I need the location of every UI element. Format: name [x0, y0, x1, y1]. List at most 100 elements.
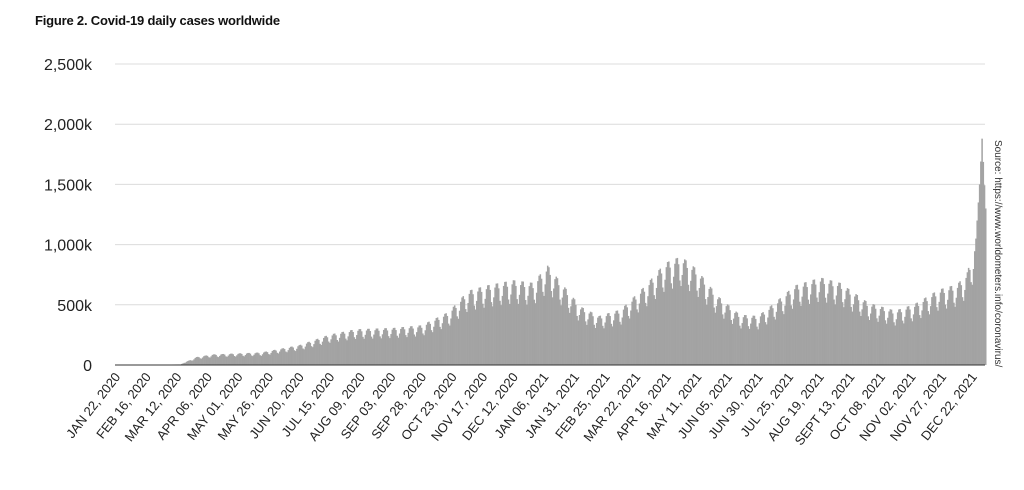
bars: [116, 138, 987, 365]
bar: [915, 303, 917, 365]
bar: [242, 355, 244, 365]
bar: [745, 315, 747, 365]
bar: [494, 287, 496, 365]
bar: [665, 267, 668, 365]
bar: [876, 318, 878, 365]
bar: [315, 339, 318, 365]
bar: [391, 329, 394, 365]
bar: [501, 295, 504, 365]
bar: [457, 318, 460, 365]
bar: [225, 356, 227, 365]
bar: [825, 302, 828, 365]
bar: [772, 308, 774, 365]
bar: [763, 314, 766, 365]
bar: [419, 325, 422, 365]
bar: [334, 333, 336, 365]
bar: [554, 279, 556, 365]
bar: [206, 355, 209, 365]
bar: [885, 323, 888, 365]
bar: [469, 290, 472, 365]
bar: [769, 306, 772, 365]
bar: [611, 326, 614, 365]
bar: [518, 294, 521, 365]
bar: [551, 297, 554, 365]
bar: [808, 303, 811, 365]
bar: [269, 354, 271, 365]
bar: [524, 300, 527, 365]
bar: [516, 299, 518, 365]
bar: [725, 306, 728, 365]
bar: [855, 294, 857, 365]
bar: [695, 274, 697, 365]
bar: [234, 356, 237, 365]
bar: [894, 325, 896, 365]
bar: [834, 304, 837, 365]
bar: [260, 355, 263, 365]
bar: [884, 320, 887, 365]
bar: [473, 305, 476, 365]
bar: [907, 306, 910, 365]
bar: [431, 332, 434, 365]
bar: [249, 353, 252, 365]
bar: [238, 353, 241, 365]
bar: [836, 285, 839, 365]
bar: [278, 351, 281, 365]
bar: [546, 265, 549, 365]
bar: [752, 315, 755, 365]
bar: [332, 333, 335, 365]
bar: [248, 352, 250, 365]
y-tick-label: 2,500k: [44, 57, 93, 74]
bar: [356, 335, 358, 365]
bar: [414, 336, 417, 365]
bar: [267, 354, 270, 365]
bar: [707, 297, 709, 365]
bar: [922, 301, 925, 365]
bar: [901, 320, 904, 365]
bar: [505, 281, 507, 365]
bar: [691, 269, 693, 365]
bar: [520, 285, 522, 365]
bar: [316, 338, 319, 365]
bar: [788, 290, 790, 365]
bar: [893, 322, 895, 365]
bar: [201, 357, 204, 365]
bar: [303, 349, 305, 365]
bar: [904, 316, 906, 365]
bar: [965, 277, 967, 365]
bar: [395, 330, 397, 365]
bar: [844, 299, 846, 365]
bar: [236, 355, 238, 365]
bar: [983, 185, 986, 365]
bar: [444, 313, 446, 365]
bar: [849, 294, 851, 365]
bar: [773, 316, 775, 365]
bar: [212, 354, 215, 365]
bar: [583, 312, 586, 365]
bar: [934, 296, 937, 365]
bar: [545, 271, 548, 365]
bar: [939, 292, 942, 365]
bar: [594, 328, 597, 365]
bar: [192, 360, 194, 365]
bar: [449, 325, 451, 365]
bar: [852, 304, 855, 365]
bar: [411, 326, 413, 365]
bar: [633, 296, 636, 365]
bar: [402, 327, 405, 365]
bar: [312, 347, 314, 365]
bar: [639, 293, 642, 365]
bar: [562, 289, 565, 365]
bar: [756, 326, 758, 365]
bar: [628, 318, 631, 365]
bar: [776, 303, 779, 365]
bar: [748, 328, 751, 365]
bar: [209, 357, 211, 365]
bar: [308, 341, 310, 365]
bar: [455, 307, 457, 365]
bar: [627, 315, 630, 365]
bar: [535, 292, 538, 365]
bar: [933, 292, 936, 365]
bar: [182, 363, 184, 365]
bar: [683, 259, 686, 365]
bar: [792, 299, 795, 365]
